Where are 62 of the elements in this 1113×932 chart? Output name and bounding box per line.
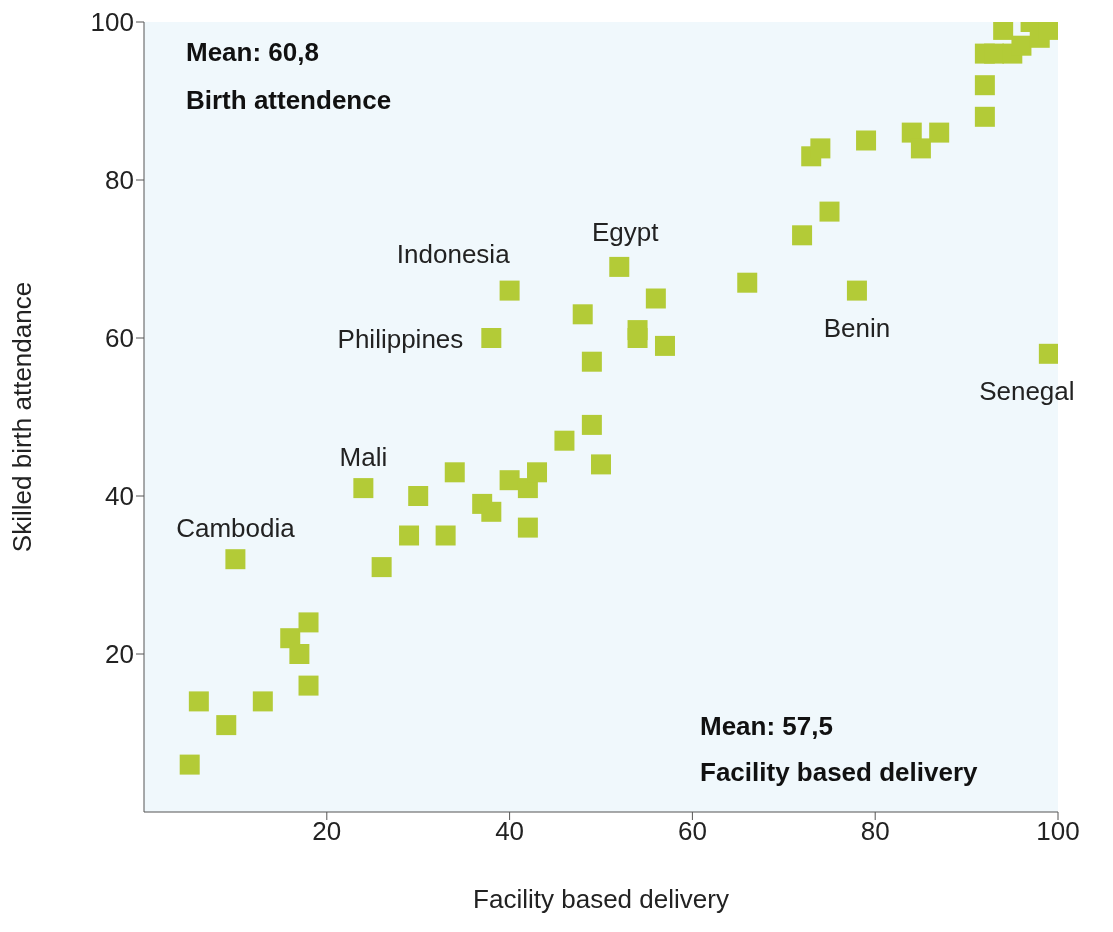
annotation: Senegal: [979, 375, 1075, 406]
point: [856, 130, 877, 151]
point: [353, 478, 374, 499]
point: [591, 454, 611, 475]
x-tick-label: 60: [677, 816, 707, 847]
point: [444, 462, 465, 483]
y-tick-label: 100: [90, 7, 134, 38]
point: [846, 280, 867, 301]
point: [819, 201, 840, 222]
annotation: Egypt: [592, 216, 660, 247]
annotation: Cambodia: [176, 513, 296, 544]
annotation: Mean: 60,8: [186, 37, 319, 68]
annotation: Facility based delivery: [700, 757, 979, 788]
point: [974, 106, 995, 127]
annotation: Mali: [339, 442, 388, 473]
point: [792, 225, 813, 246]
point: [435, 525, 456, 546]
point: [517, 517, 538, 538]
annotation: Birth attendence: [186, 85, 392, 116]
point: [737, 272, 758, 293]
point: [408, 486, 429, 506]
annotation: Mean: 57,5: [700, 711, 833, 742]
y-tick-label: 60: [105, 323, 134, 354]
point: [371, 557, 392, 578]
point: [188, 691, 209, 712]
point: [298, 612, 319, 633]
point: [572, 304, 593, 325]
x-axis-title: Facility based delivery: [473, 884, 729, 914]
y-tick-label: 40: [105, 481, 134, 512]
point: [399, 525, 420, 546]
point: [581, 351, 602, 372]
x-tick-label: 40: [495, 816, 525, 847]
point: [481, 328, 502, 348]
annotation: Benin: [823, 312, 891, 343]
point: [252, 691, 273, 712]
point: [179, 754, 200, 775]
point: [298, 675, 319, 696]
annotation: Indonesia: [396, 238, 511, 269]
point: [910, 138, 931, 159]
point: [609, 256, 630, 277]
point: [499, 280, 520, 301]
point: [993, 22, 1014, 40]
x-tick-label: 100: [1036, 816, 1080, 847]
point: [499, 470, 520, 491]
point: [554, 430, 575, 451]
point: [1038, 343, 1058, 364]
point: [216, 715, 237, 736]
point: [289, 644, 310, 664]
point: [654, 335, 675, 356]
point: [645, 288, 666, 309]
point: [929, 122, 950, 143]
y-tick-label: 80: [105, 165, 134, 196]
point: [627, 328, 648, 348]
x-tick-label: 20: [312, 816, 342, 847]
point: [581, 414, 602, 435]
x-tick-label: 80: [860, 816, 890, 847]
point: [974, 75, 995, 96]
point: [527, 462, 548, 483]
y-axis-title: Skilled birth attendance: [7, 281, 38, 553]
annotation: Philippines: [337, 324, 464, 354]
point: [225, 549, 246, 570]
y-tick-label: 20: [105, 639, 134, 670]
